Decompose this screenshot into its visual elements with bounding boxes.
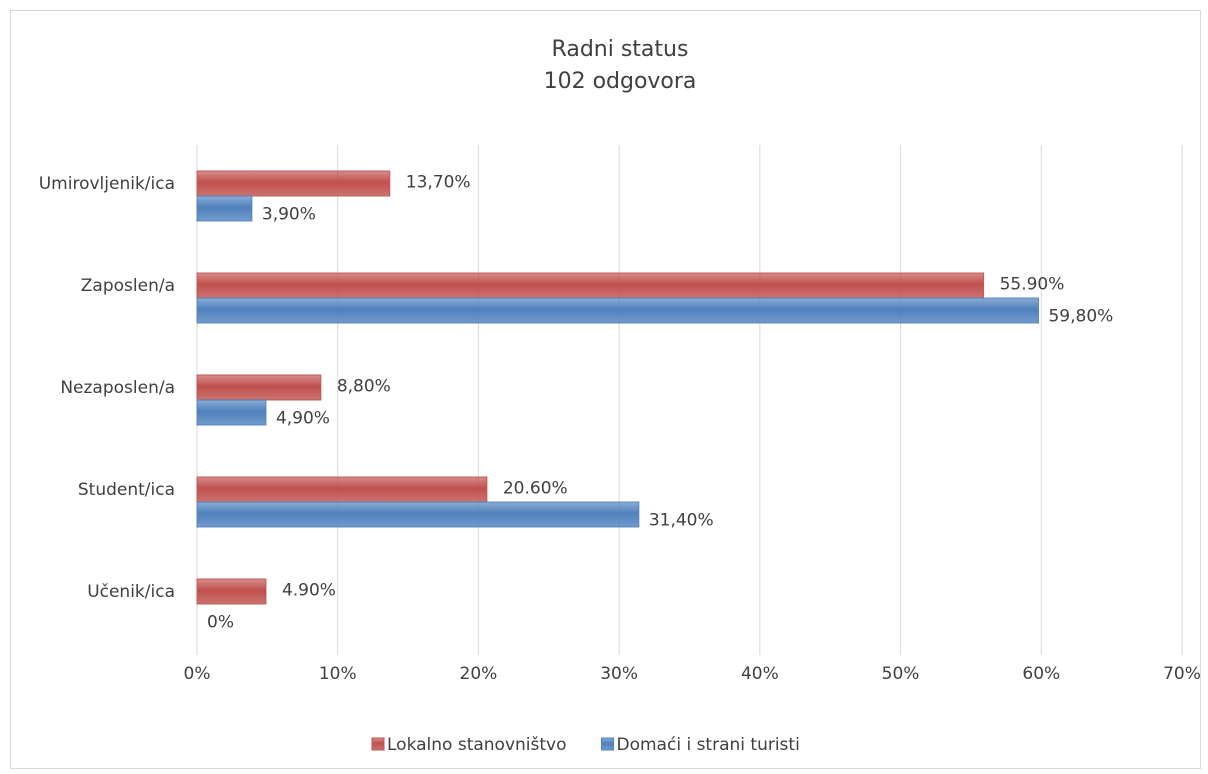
legend-label: Domaći i strani turisti xyxy=(617,735,800,755)
bar xyxy=(196,399,267,426)
data-label: 13,70% xyxy=(406,173,471,193)
chart-title: Radni status xyxy=(552,37,689,62)
chart-border xyxy=(10,10,1201,769)
legend-label: Lokalno stanovništvo xyxy=(387,735,567,755)
bar xyxy=(196,501,640,528)
data-label: 4,90% xyxy=(276,409,330,429)
data-label: 4.90% xyxy=(282,581,336,601)
bar xyxy=(196,374,322,401)
x-tick-label: 70% xyxy=(1163,664,1201,684)
bar xyxy=(196,170,391,197)
y-tick-label: Učenik/ica xyxy=(87,582,175,602)
bar xyxy=(196,476,488,503)
data-label: 31,40% xyxy=(649,511,714,531)
data-label: 59,80% xyxy=(1048,307,1113,327)
bar xyxy=(196,272,985,299)
legend-swatch xyxy=(371,737,385,751)
data-label: 8,80% xyxy=(337,377,391,397)
y-tick-label: Student/ica xyxy=(78,480,175,500)
data-label: 0% xyxy=(207,613,234,633)
legend-swatch xyxy=(601,737,614,751)
bar xyxy=(196,297,1039,324)
x-tick-label: 0% xyxy=(184,664,211,684)
data-label: 20.60% xyxy=(503,479,568,499)
x-tick-label: 20% xyxy=(460,664,498,684)
y-tick-label: Umirovljenik/ica xyxy=(39,174,175,194)
y-tick-label: Nezaposlen/a xyxy=(60,378,175,398)
data-label: 55.90% xyxy=(1000,275,1065,295)
x-tick-label: 10% xyxy=(319,664,357,684)
y-tick-label: Zaposlen/a xyxy=(81,276,175,296)
x-tick-label: 60% xyxy=(1022,664,1060,684)
x-tick-label: 30% xyxy=(600,664,638,684)
chart-subtitle: 102 odgovora xyxy=(544,69,697,94)
x-tick-label: 50% xyxy=(882,664,920,684)
x-tick-label: 40% xyxy=(741,664,779,684)
data-label: 3,90% xyxy=(262,205,316,225)
bar xyxy=(196,578,267,605)
bar xyxy=(196,195,253,222)
